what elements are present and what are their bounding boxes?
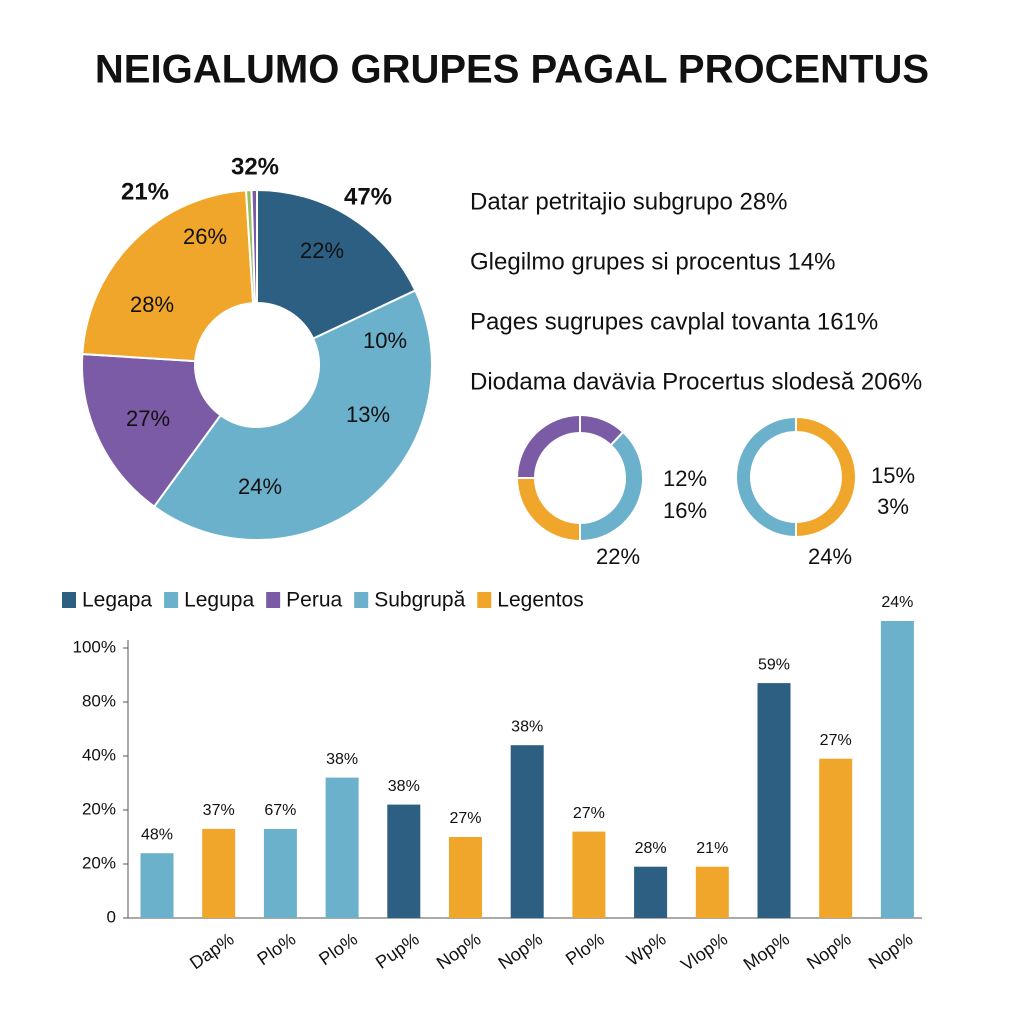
bar: [449, 837, 482, 918]
x-tick-label: Nop%: [495, 929, 547, 974]
bar-label: 27%: [820, 732, 852, 749]
y-tick-label: 40%: [82, 745, 116, 764]
pie-label: 22%: [596, 544, 640, 569]
bar: [263, 828, 297, 918]
pie-label: 10%: [363, 328, 407, 353]
y-tick-label: 80%: [82, 691, 116, 710]
x-tick-label: Plo%: [315, 929, 361, 969]
pie-label: 24%: [808, 544, 852, 569]
bar: [387, 804, 421, 918]
x-tick-label: Plo%: [562, 929, 608, 969]
pie-label: 28%: [130, 292, 174, 317]
bar: [202, 828, 236, 918]
pie-slice: [515, 477, 581, 543]
legend-swatch: [266, 592, 281, 608]
bar-label: 27%: [573, 805, 605, 822]
pie-slice: [81, 189, 255, 363]
bar-label: 37%: [203, 802, 235, 819]
note: Diodama davävia Procertus slodesă 206%: [470, 368, 922, 395]
bar-label: 21%: [696, 840, 728, 857]
bar-label: 28%: [635, 840, 667, 857]
bar-label: 38%: [326, 751, 358, 768]
bar-label: 59%: [758, 656, 790, 673]
x-tick-label: Dap%: [186, 929, 238, 974]
pie-slice: [795, 415, 857, 539]
pie-label: 47%: [344, 183, 392, 210]
pie-slice: [256, 188, 417, 340]
bar: [140, 853, 174, 918]
pie-slice: [579, 430, 644, 543]
note: Glegilmo grupes si procentus 14%: [470, 248, 836, 275]
pie-label: 27%: [126, 406, 170, 431]
note: Pages sugrupes cavplal tovanta 161%: [470, 308, 878, 335]
bar: [572, 831, 606, 918]
pie-label: 16%: [663, 498, 707, 523]
pie-label: 22%: [300, 238, 344, 263]
bar: [819, 758, 853, 918]
bar-label: 48%: [141, 826, 173, 843]
bar-label: 38%: [388, 778, 420, 795]
note: Datar petritajio subgrupo 28%: [470, 188, 788, 215]
pie-label: 12%: [663, 466, 707, 491]
legend-label: Subgrupă: [374, 589, 465, 612]
page-title: NEIGALUMO GRUPES PAGAL PROCENTUS: [95, 48, 929, 92]
pie-label: 24%: [238, 474, 282, 499]
legend-swatch: [354, 592, 369, 608]
pie-slice: [735, 415, 797, 539]
pie-slice: [81, 352, 222, 508]
bar-label: 67%: [264, 802, 296, 819]
y-tick-label: 0: [107, 907, 116, 926]
pie-label: 21%: [121, 178, 169, 205]
y-tick-label: 100%: [73, 637, 116, 656]
pie-label: 15%: [871, 463, 915, 488]
bar: [695, 866, 729, 918]
legend-label: Legupa: [184, 589, 254, 612]
legend-label: Perua: [286, 589, 342, 612]
y-tick-label: 20%: [82, 853, 116, 872]
pie-label: 13%: [346, 402, 390, 427]
legend-swatch: [62, 592, 76, 608]
bar: [634, 866, 668, 918]
bar-label: 27%: [449, 810, 481, 827]
pie-label: 32%: [231, 153, 279, 180]
bar: [757, 683, 791, 918]
bar-label: 24%: [881, 594, 913, 611]
pie-slice: [152, 289, 433, 541]
x-tick-label: Plo%: [254, 929, 300, 969]
bar: [510, 745, 544, 918]
legend-swatch: [477, 592, 492, 608]
legend-label: Legentos: [497, 589, 583, 612]
pie-slice: [515, 413, 581, 479]
x-tick-label: Nop%: [865, 929, 917, 974]
pie-slice: [250, 188, 258, 305]
y-tick-label: 20%: [82, 799, 116, 818]
legend-label: Legapa: [82, 589, 152, 612]
legend-swatch: [164, 592, 179, 608]
x-tick-label: Vlop%: [677, 929, 731, 975]
x-tick-label: Mop%: [740, 929, 793, 975]
pie-label: 26%: [183, 224, 227, 249]
x-tick-label: Wp%: [623, 929, 670, 970]
pie-label: 3%: [877, 494, 909, 519]
x-tick-label: Nop%: [433, 929, 485, 974]
x-tick-label: Nop%: [803, 929, 855, 974]
bar: [325, 777, 359, 918]
bar: [880, 621, 914, 918]
x-tick-label: Pup%: [372, 929, 423, 973]
bar-label: 38%: [511, 718, 543, 735]
